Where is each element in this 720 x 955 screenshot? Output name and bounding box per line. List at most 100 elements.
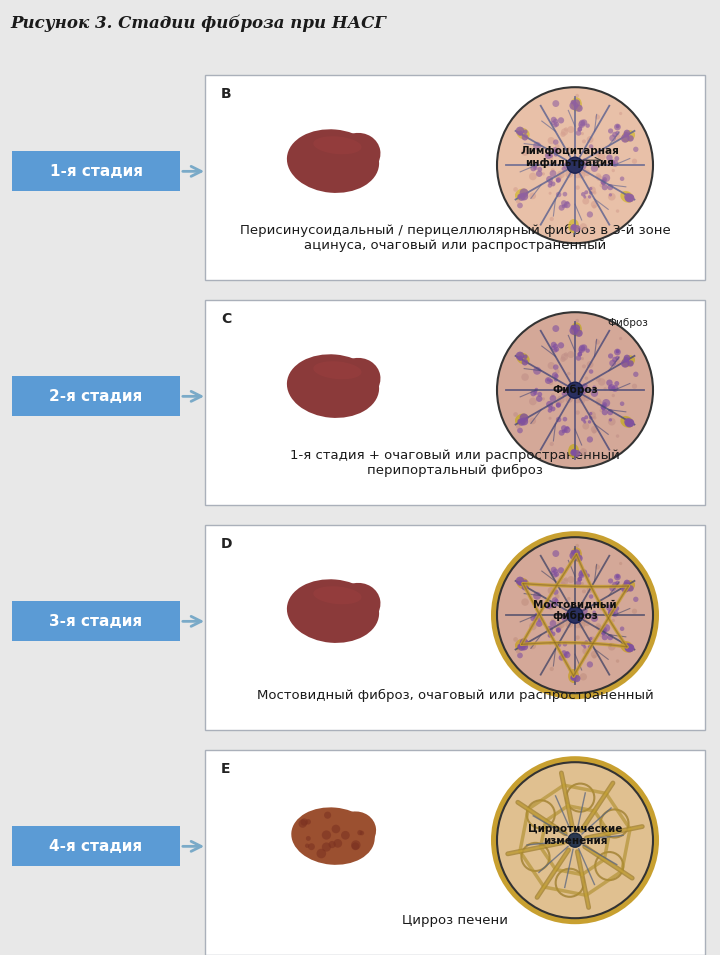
Circle shape [588,420,591,424]
Circle shape [534,390,537,393]
Circle shape [589,186,596,194]
Circle shape [549,192,552,195]
Circle shape [577,127,582,132]
Circle shape [567,371,570,375]
Circle shape [614,156,619,161]
Circle shape [602,174,610,182]
FancyBboxPatch shape [205,525,705,730]
Circle shape [551,407,555,412]
Circle shape [570,101,578,110]
Circle shape [582,159,588,164]
Circle shape [596,625,602,631]
Circle shape [609,360,616,367]
Circle shape [566,651,569,654]
Circle shape [572,325,580,332]
Circle shape [553,139,559,145]
Circle shape [322,842,331,852]
Circle shape [317,849,326,859]
Circle shape [516,649,520,653]
Circle shape [571,223,577,230]
Circle shape [584,170,590,176]
Circle shape [627,360,634,367]
Circle shape [556,416,562,422]
Circle shape [562,642,567,647]
Circle shape [551,571,555,575]
Circle shape [633,147,639,152]
Circle shape [549,605,553,610]
Circle shape [582,198,589,204]
FancyBboxPatch shape [205,75,705,280]
Circle shape [562,617,566,621]
Ellipse shape [516,128,530,139]
Circle shape [621,584,629,593]
Circle shape [564,429,567,433]
Circle shape [552,597,558,603]
FancyBboxPatch shape [205,300,705,505]
Ellipse shape [515,414,528,425]
Circle shape [595,564,600,569]
Circle shape [560,356,566,362]
Circle shape [582,647,589,654]
Circle shape [520,414,528,422]
Circle shape [589,641,593,645]
Circle shape [603,162,607,165]
Circle shape [570,327,578,335]
Circle shape [554,122,559,127]
Circle shape [575,411,580,414]
Circle shape [627,645,634,652]
Circle shape [608,353,613,359]
Circle shape [611,169,615,172]
Circle shape [602,624,610,632]
Circle shape [561,201,567,206]
Circle shape [558,567,564,574]
Circle shape [579,350,582,353]
Circle shape [602,407,606,411]
Circle shape [324,812,331,818]
Circle shape [581,345,588,350]
Circle shape [600,634,603,637]
Circle shape [546,176,553,182]
Circle shape [497,538,653,693]
Text: E: E [221,762,230,776]
Text: Цирроз печени: Цирроз печени [402,914,508,927]
Circle shape [305,819,311,824]
Circle shape [300,818,308,826]
Circle shape [595,115,600,119]
Circle shape [521,599,529,605]
Circle shape [598,153,606,160]
Circle shape [587,361,593,368]
Circle shape [553,344,558,349]
Circle shape [593,641,596,645]
Circle shape [616,574,620,579]
Circle shape [521,148,529,156]
Circle shape [570,224,577,231]
Circle shape [553,573,557,578]
Circle shape [574,391,579,395]
Circle shape [557,171,564,179]
Circle shape [556,178,561,182]
FancyBboxPatch shape [12,602,180,642]
Circle shape [571,616,579,624]
Circle shape [561,128,568,136]
Circle shape [513,187,518,192]
Circle shape [518,131,523,136]
Circle shape [593,386,596,389]
Circle shape [555,594,559,599]
Circle shape [536,170,542,177]
Circle shape [580,159,583,163]
Circle shape [546,378,549,381]
Circle shape [561,650,567,656]
Circle shape [614,134,621,140]
Circle shape [533,367,541,374]
Circle shape [579,574,582,578]
Circle shape [609,135,616,141]
Circle shape [614,606,619,611]
Circle shape [534,388,538,392]
Circle shape [560,132,566,137]
Circle shape [616,350,619,353]
Circle shape [556,179,560,182]
Ellipse shape [335,133,380,175]
Ellipse shape [313,361,361,379]
Circle shape [621,136,628,142]
Circle shape [633,371,639,377]
